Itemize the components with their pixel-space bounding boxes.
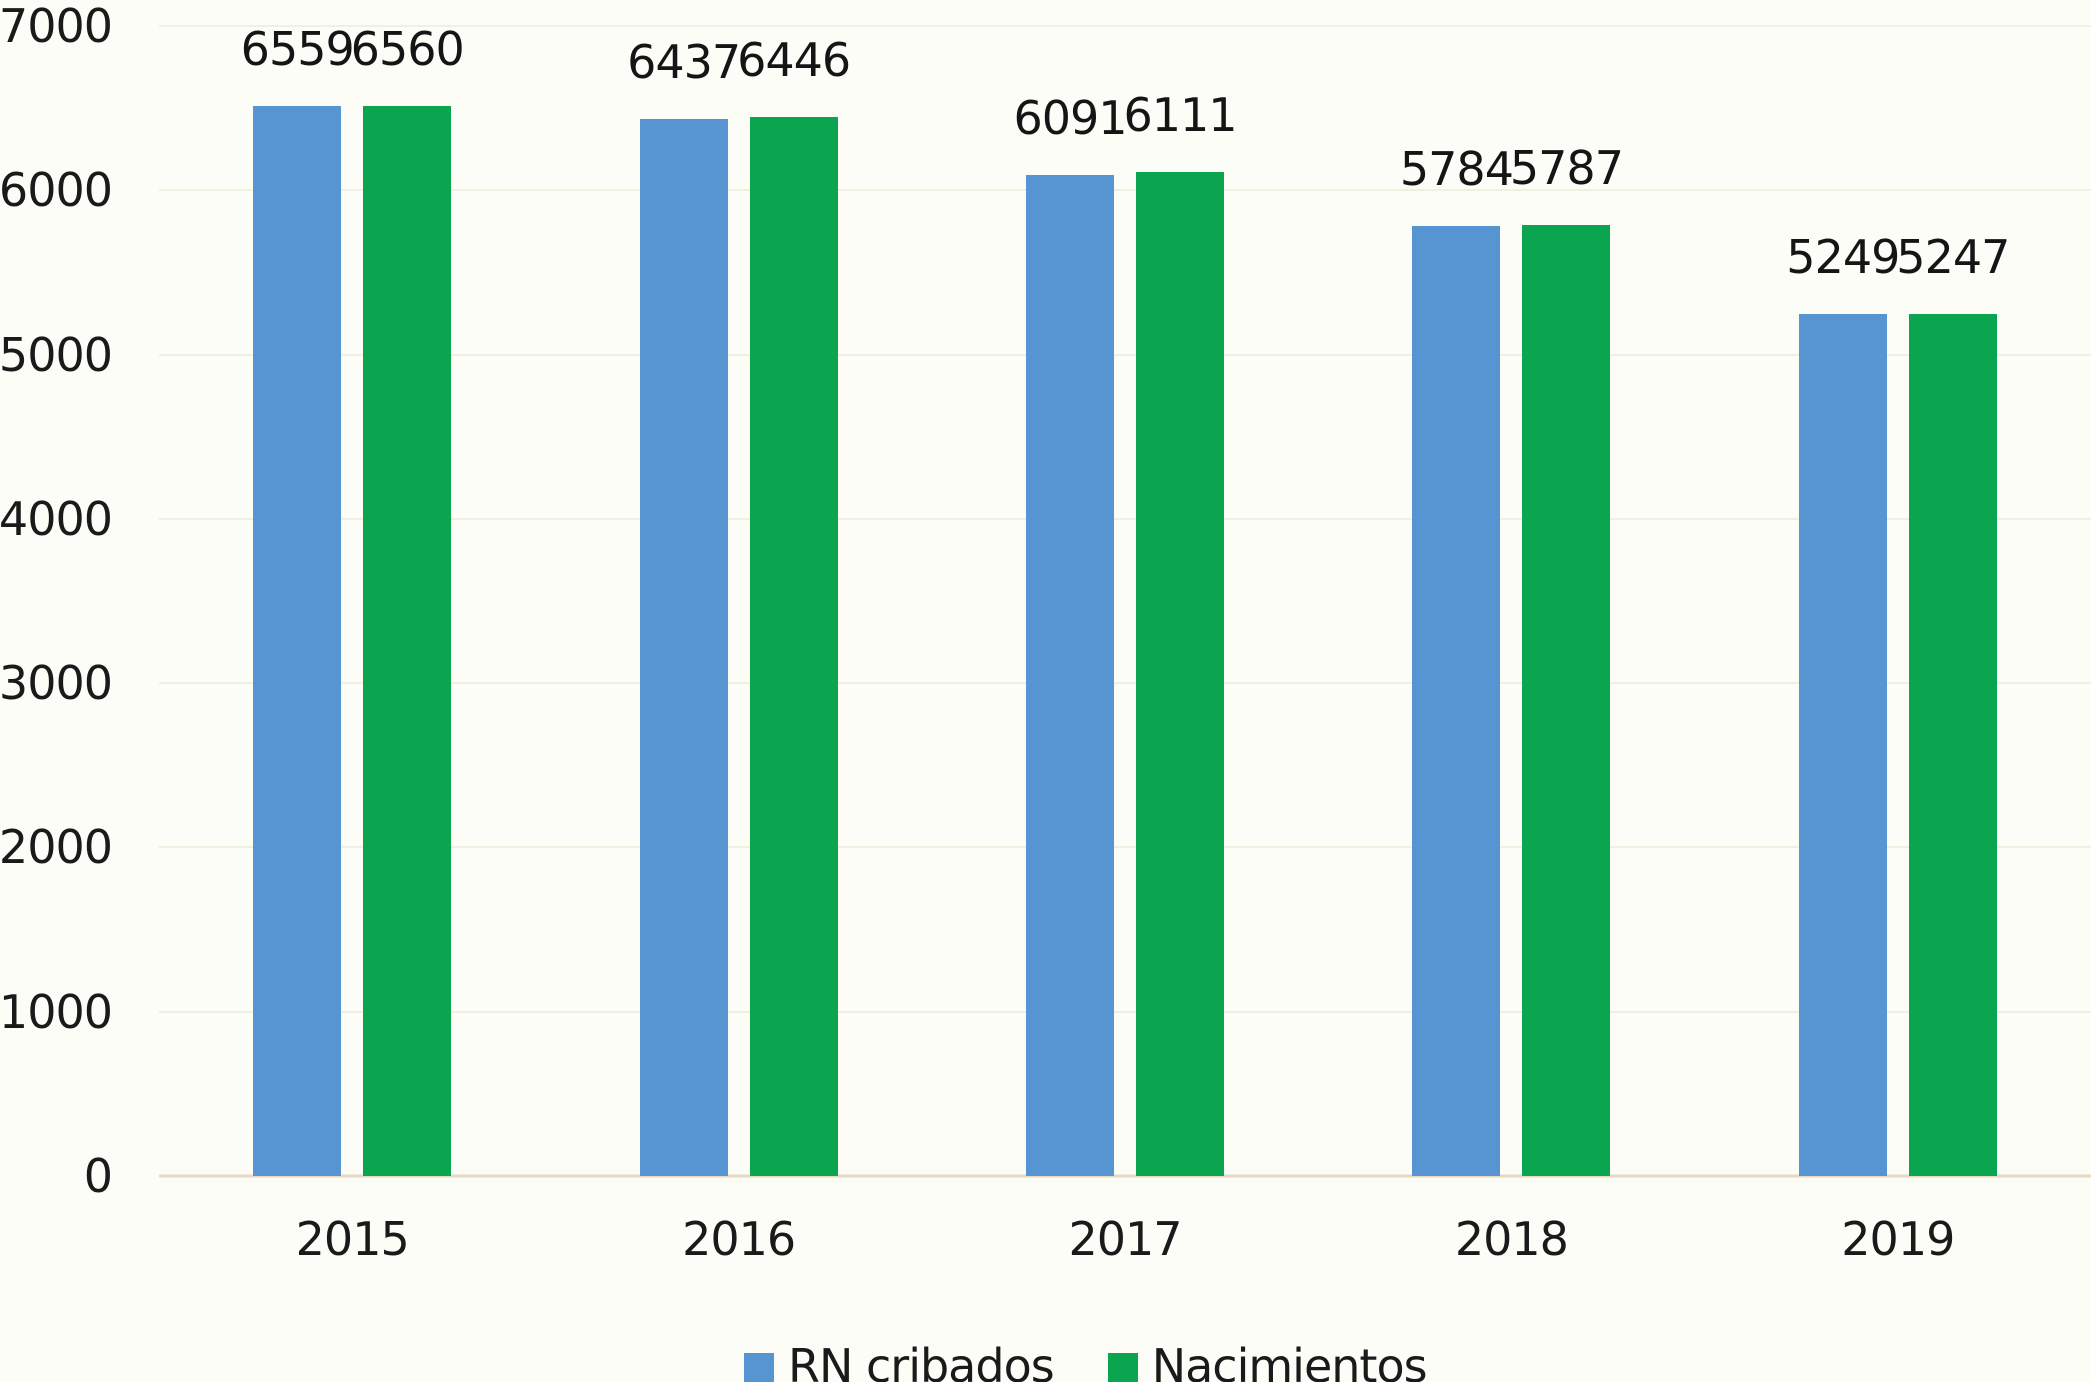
y-axis-tick-label: 6000 — [0, 163, 113, 218]
bar-value-label: 6446 — [737, 33, 851, 88]
gridline — [159, 353, 2091, 356]
bar-group-2018: 5784 5787 — [1318, 26, 1704, 1176]
bar-rn-cribados-2015 — [253, 106, 342, 1176]
bar-value-label: 6559 — [240, 22, 355, 76]
bar-groups: 6559 6560 6437 6446 6091 6111 5784 5787 5249 5247 — [159, 26, 2091, 1176]
legend: RN cribados Nacimientos — [744, 1339, 1428, 1382]
bar-value-label: 5247 — [1896, 230, 2010, 284]
gridline — [159, 846, 2091, 849]
bar-value-label: 6091 — [1013, 91, 1127, 146]
bar-group-2016: 6437 6446 — [545, 26, 931, 1176]
bar-column: 6446 — [737, 26, 851, 1176]
bar-column: 5787 — [1510, 26, 1624, 1176]
bar-column: 5249 — [1786, 26, 1900, 1176]
plot-area: 6559 6560 6437 6446 6091 6111 5784 5787 5249 5247 — [159, 25, 2091, 1178]
x-axis-label-2018: 2018 — [1454, 1212, 1569, 1266]
y-axis-tick-label: 0 — [83, 1149, 113, 1203]
bar-column: 6559 — [241, 26, 355, 1176]
y-axis-tick-label: 4000 — [0, 491, 113, 546]
bar-value-label: 5249 — [1786, 229, 1900, 284]
bar-value-label: 5787 — [1509, 141, 1624, 196]
bar-group-2015: 6559 6560 — [159, 26, 545, 1176]
bar-value-label: 6437 — [627, 34, 741, 89]
y-axis-tick-label: 1000 — [0, 984, 113, 1039]
legend-label: Nacimientos — [1151, 1339, 1428, 1382]
bar-column: 6111 — [1123, 26, 1238, 1176]
y-axis-tick-label: 2000 — [0, 820, 113, 875]
legend-swatch-icon — [1107, 1353, 1138, 1382]
legend-item-nacimientos: Nacimientos — [1107, 1339, 1428, 1382]
gridline — [159, 517, 2091, 520]
legend-swatch-icon — [744, 1353, 774, 1382]
bar-column: 5784 — [1400, 26, 1514, 1176]
x-axis: 2015 2016 2017 2018 2019 — [159, 1216, 2091, 1262]
x-axis-label-2017: 2017 — [1068, 1212, 1182, 1266]
y-axis-tick-label: 5000 — [0, 327, 113, 382]
x-axis-label-2016: 2016 — [682, 1212, 796, 1266]
bar-column: 5247 — [1896, 26, 2010, 1176]
x-axis-baseline — [159, 1174, 2091, 1178]
gridline — [159, 1010, 2091, 1013]
bar-nacimientos-2016 — [749, 117, 838, 1176]
bar-nacimientos-2019 — [1908, 314, 1997, 1176]
bar-value-label: 6560 — [350, 22, 465, 76]
gridline — [159, 682, 2091, 685]
bar-rn-cribados-2016 — [639, 118, 728, 1176]
bar-nacimientos-2015 — [363, 106, 452, 1176]
bar-column: 6091 — [1013, 26, 1128, 1176]
legend-label: RN cribados — [788, 1339, 1055, 1382]
x-axis-label-2019: 2019 — [1841, 1212, 1955, 1266]
bar-nacimientos-2018 — [1522, 225, 1611, 1176]
y-axis: 0 1000 2000 3000 4000 5000 6000 7000 — [0, 3, 113, 1199]
x-axis-label-2015: 2015 — [295, 1212, 410, 1266]
y-axis-tick-label: 3000 — [0, 656, 113, 711]
bar-group-2019: 5249 5247 — [1705, 26, 2091, 1176]
gridline — [159, 25, 2091, 27]
bar-rn-cribados-2017 — [1026, 175, 1115, 1176]
bar-value-label: 6111 — [1123, 88, 1237, 143]
bar-rn-cribados-2019 — [1798, 313, 1887, 1176]
bar-nacimientos-2017 — [1136, 172, 1225, 1176]
bar-column: 6437 — [627, 26, 741, 1176]
legend-item-rn-cribados: RN cribados — [744, 1339, 1055, 1382]
y-axis-tick-label: 7000 — [0, 0, 113, 53]
bar-rn-cribados-2018 — [1412, 225, 1501, 1176]
gridline — [159, 189, 2091, 192]
bar-group-2017: 6091 6111 — [932, 26, 1318, 1176]
bar-column: 6560 — [351, 26, 465, 1176]
bar-value-label: 5784 — [1399, 141, 1514, 196]
